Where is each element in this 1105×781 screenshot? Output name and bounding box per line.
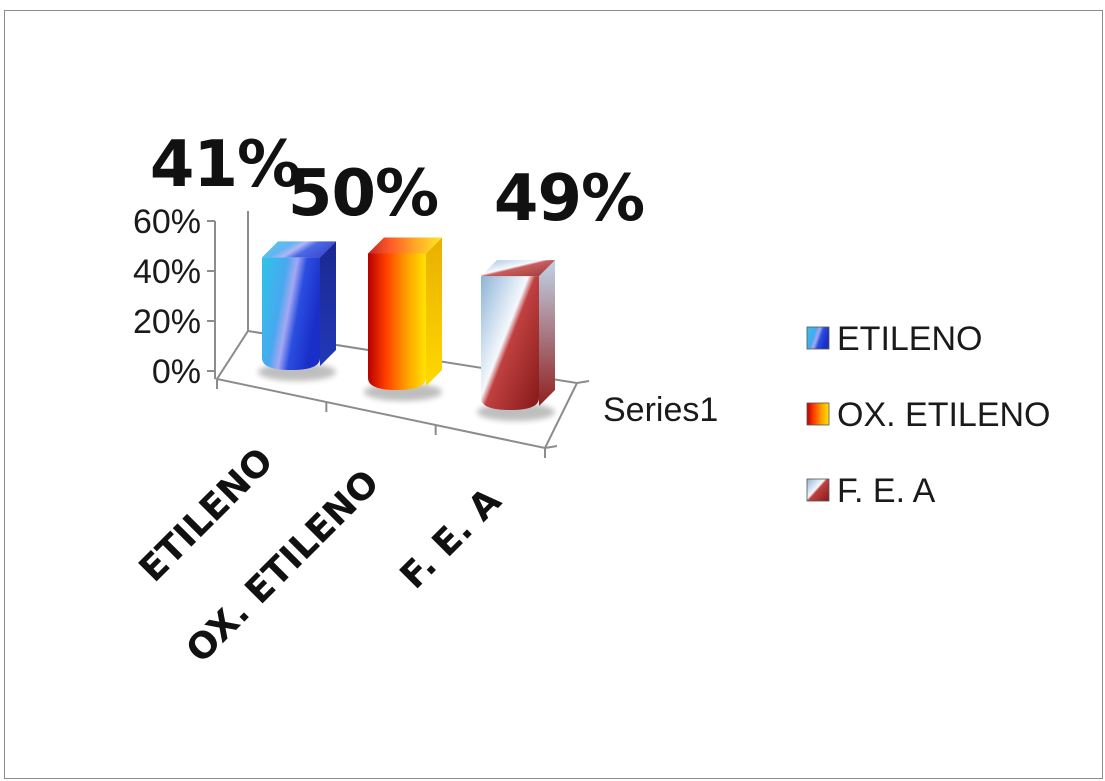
series-axis-label: Series1: [603, 391, 718, 429]
legend-swatch: [806, 478, 830, 502]
bars-group: [258, 237, 555, 421]
bar-side-face: [320, 241, 336, 366]
bar-side-face: [426, 237, 442, 386]
bar-top-face: [262, 241, 336, 258]
legend-item: OX. ETILENO: [806, 396, 1051, 434]
y-tick-label: 0%: [152, 353, 201, 391]
x-category-label: F. E. A: [393, 480, 510, 597]
legend-label: ETILENO: [837, 320, 982, 358]
bar-front-face: [368, 253, 426, 390]
data-labels-group: 41%50% 49%: [150, 128, 645, 236]
y-axis-ticks: 0% 20% 40% 60%: [133, 203, 201, 391]
axes-frame: [207, 211, 590, 458]
bar-etileno: [258, 241, 336, 381]
legend-label: F. E. A: [837, 472, 936, 510]
bar-front-face: [262, 257, 320, 370]
y-tick-label: 60%: [133, 203, 201, 241]
bar-ox-etileno: [364, 237, 442, 401]
y-tick-label: 20%: [133, 303, 201, 341]
bar-top-face: [368, 237, 442, 254]
bar-f-e-a: [477, 260, 555, 421]
legend: ETILENO OX. ETILENO F. E. A: [806, 320, 1051, 510]
legend-swatch: [806, 326, 830, 350]
chart-area: 0% 20% 40% 60% 41% 50% 49% ETILENO OX. ETILENO…: [4, 10, 1103, 779]
legend-label: OX. ETILENO: [837, 396, 1051, 434]
legend-item: ETILENO: [806, 320, 982, 358]
bar-side-face: [539, 260, 555, 406]
data-label: 41%: [150, 128, 300, 202]
series-tick-mark: [544, 445, 558, 449]
chart-canvas: 0% 20% 40% 60% 41%50% 49% ETILENO OX. ETILENO…: [132, 128, 1051, 671]
data-label: 50%: [288, 157, 438, 231]
bar-front-face: [481, 276, 539, 410]
legend-item: F. E. A: [806, 472, 936, 510]
series-tick-mark: [576, 380, 590, 384]
y-tick-label: 40%: [133, 253, 201, 291]
data-label: 49%: [494, 162, 644, 236]
bar-top-face: [481, 260, 555, 277]
legend-swatch: [806, 402, 830, 426]
